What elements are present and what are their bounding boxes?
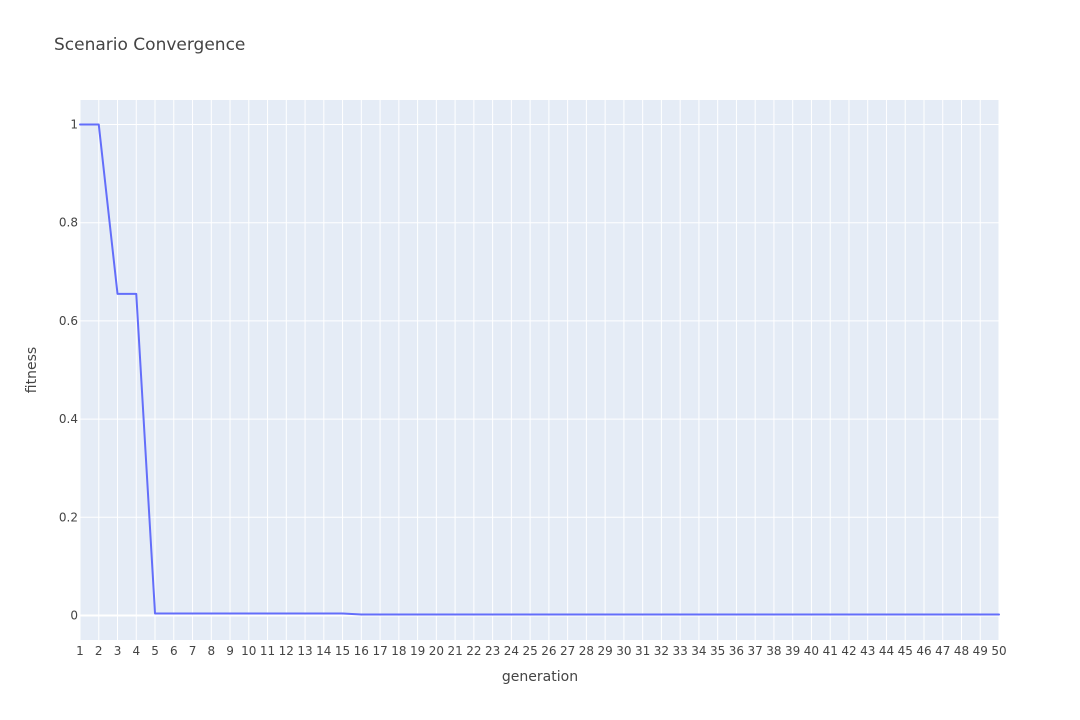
y-tick-label: 0.2 [59,510,78,524]
x-tick-label: 32 [654,644,669,658]
x-tick-label: 8 [207,644,215,658]
x-tick-label: 18 [391,644,406,658]
x-tick-label: 6 [170,644,178,658]
x-tick-label: 30 [616,644,631,658]
x-tick-label: 40 [804,644,819,658]
x-tick-label: 5 [151,644,159,658]
x-tick-label: 44 [879,644,894,658]
x-tick-label: 34 [691,644,706,658]
x-tick-label: 26 [541,644,556,658]
x-tick-label: 43 [860,644,875,658]
plot-area-background [80,100,999,640]
x-tick-label: 19 [410,644,425,658]
x-tick-label: 10 [241,644,256,658]
x-tick-label: 9 [226,644,234,658]
chart-title: Scenario Convergence [54,35,245,55]
x-tick-label: 50 [991,644,1006,658]
x-tick-label: 3 [114,644,122,658]
fitness-series-line [79,123,1000,616]
x-tick-label: 45 [898,644,913,658]
series-layer [79,123,1000,616]
y-tick-label: 0 [70,608,78,622]
x-tick-label: 41 [823,644,838,658]
y-tick-label: 0.8 [59,216,78,230]
x-tick-label: 21 [447,644,462,658]
x-tick-label: 24 [504,644,519,658]
x-tick-label: 36 [729,644,744,658]
x-axis-title: generation [502,669,578,685]
x-tick-label: 33 [673,644,688,658]
x-tick-label: 35 [710,644,725,658]
x-tick-label: 48 [954,644,969,658]
y-tick-label: 0.6 [59,314,78,328]
x-tick-label: 31 [635,644,650,658]
x-tick-label: 20 [429,644,444,658]
x-tick-label: 15 [335,644,350,658]
x-tick-label: 4 [132,644,140,658]
x-tick-label: 47 [935,644,950,658]
x-tick-label: 13 [297,644,312,658]
x-tick-label: 42 [841,644,856,658]
x-tick-label: 7 [189,644,197,658]
x-tick-label: 22 [466,644,481,658]
grid-lines [79,100,1000,640]
x-tick-label: 2 [95,644,103,658]
x-tick-label: 29 [598,644,613,658]
x-tick-label: 28 [579,644,594,658]
x-tick-label: 25 [522,644,537,658]
y-axis-title: fitness [24,347,40,393]
x-tick-label: 12 [279,644,294,658]
x-tick-label: 11 [260,644,275,658]
x-tick-label: 46 [916,644,931,658]
x-tick-label: 16 [354,644,369,658]
x-tick-label: 39 [785,644,800,658]
x-tick-label: 27 [560,644,575,658]
x-tick-label: 37 [748,644,763,658]
x-tick-labels: 1 2 3 4 5 6 7 8 9 10 11 12 13 14 15 16 17 18 19 20 21 22 23 24 2… [76,644,1006,658]
x-tick-label: 23 [485,644,500,658]
y-tick-labels: 0 0.2 0.4 0.6 0.8 1 [59,118,78,623]
y-tick-label: 0.4 [59,412,78,426]
x-tick-label: 38 [766,644,781,658]
x-tick-label: 49 [973,644,988,658]
x-tick-label: 1 [76,644,84,658]
x-tick-label: 17 [372,644,387,658]
x-tick-label: 14 [316,644,331,658]
y-tick-label: 1 [70,118,78,132]
